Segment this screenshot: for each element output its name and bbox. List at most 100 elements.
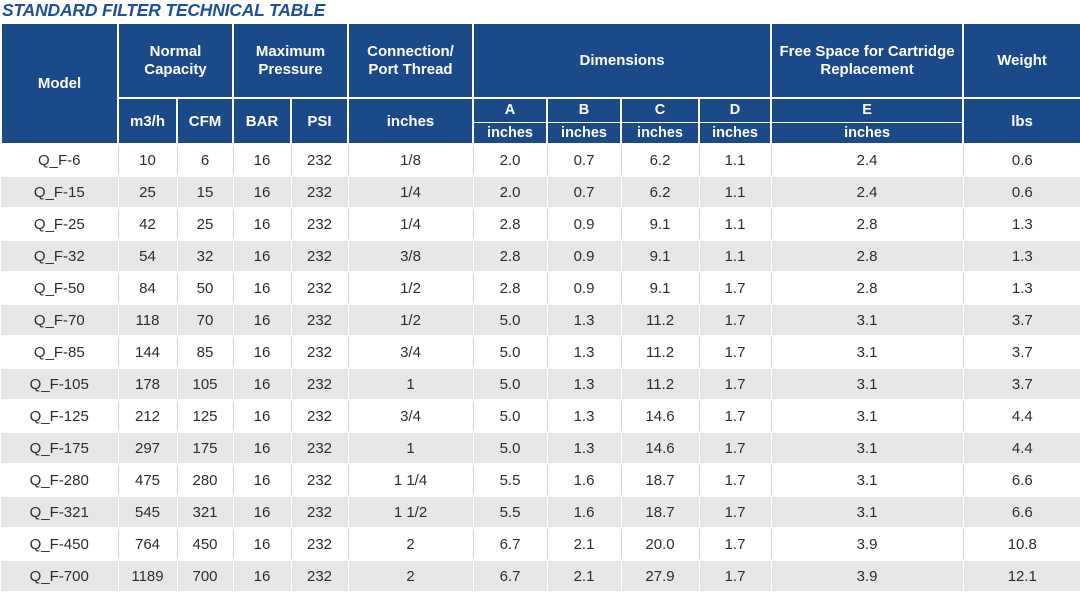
value-cell: 3.7 (963, 336, 1080, 369)
model-cell: Q_F-25 (1, 208, 119, 241)
value-cell: 475 (118, 464, 178, 497)
value-cell: 175 (177, 432, 234, 465)
subheader-bar: BAR (232, 97, 292, 145)
value-cell: 0.9 (547, 272, 622, 305)
value-cell: 5.0 (473, 304, 548, 337)
value-cell: 1 1/4 (348, 464, 474, 497)
value-cell: 5.0 (473, 336, 548, 369)
value-cell: 232 (291, 560, 349, 593)
table-row: Q_F-32 54 32 16 232 3/8 2.8 0.9 9.1 1.1 2.8 1.3 (1, 240, 1080, 273)
header-dimensions: Dimensions (472, 22, 773, 99)
value-cell: 0.7 (547, 176, 622, 209)
value-cell: 16 (233, 208, 292, 241)
value-cell: 16 (233, 176, 292, 209)
value-cell: 232 (291, 144, 349, 177)
value-cell: 85 (177, 336, 234, 369)
value-cell: 14.6 (621, 432, 700, 465)
subheader-m3h: m3/h (117, 97, 178, 145)
value-cell: 118 (118, 304, 178, 337)
value-cell: 2 (348, 560, 474, 593)
model-cell: Q_F-50 (1, 272, 119, 305)
value-cell: 12.1 (963, 560, 1080, 593)
value-cell: 3.9 (771, 560, 964, 593)
value-cell: 232 (291, 368, 349, 401)
value-cell: 1 (348, 368, 474, 401)
value-cell: 3/4 (348, 400, 474, 433)
value-cell: 27.9 (621, 560, 700, 593)
value-cell: 3.9 (771, 528, 964, 561)
value-cell: 2.8 (473, 208, 548, 241)
value-cell: 232 (291, 272, 349, 305)
value-cell: 16 (233, 432, 292, 465)
value-cell: 1/2 (348, 304, 474, 337)
table-row: Q_F-70 118 70 16 232 1/2 5.0 1.3 11.2 1.7 3.1 3.7 (1, 304, 1080, 337)
value-cell: 32 (177, 240, 234, 273)
value-cell: 10 (118, 144, 178, 177)
value-cell: 11.2 (621, 304, 700, 337)
value-cell: 232 (291, 176, 349, 209)
value-cell: 0.6 (963, 176, 1080, 209)
value-cell: 178 (118, 368, 178, 401)
table-row: Q_F-105 178 105 16 232 1 5.0 1.3 11.2 1.7 3.1 3.7 (1, 368, 1080, 401)
subheader-connection-inches: inches (347, 97, 475, 145)
value-cell: 16 (233, 528, 292, 561)
value-cell: 3/4 (348, 336, 474, 369)
value-cell: 6 (177, 144, 234, 177)
value-cell: 6.7 (473, 560, 548, 593)
subheader-d-inches: inches (698, 121, 773, 145)
value-cell: 1.3 (963, 208, 1080, 241)
table-row: Q_F-50 84 50 16 232 1/2 2.8 0.9 9.1 1.7 2.8 1.3 (1, 272, 1080, 305)
subheader-dim-b: B (546, 97, 623, 123)
value-cell: 232 (291, 336, 349, 369)
value-cell: 2.8 (771, 208, 964, 241)
value-cell: 10.8 (963, 528, 1080, 561)
value-cell: 5.0 (473, 368, 548, 401)
value-cell: 1.3 (963, 272, 1080, 305)
value-cell: 3.1 (771, 304, 964, 337)
model-cell: Q_F-125 (1, 400, 119, 433)
value-cell: 14.6 (621, 400, 700, 433)
value-cell: 1.1 (699, 208, 772, 241)
value-cell: 2.4 (771, 144, 964, 177)
subheader-lbs: lbs (962, 97, 1080, 145)
value-cell: 3.7 (963, 368, 1080, 401)
value-cell: 2.8 (473, 272, 548, 305)
value-cell: 545 (118, 496, 178, 529)
value-cell: 1.7 (699, 432, 772, 465)
value-cell: 2.0 (473, 144, 548, 177)
value-cell: 50 (177, 272, 234, 305)
value-cell: 1/2 (348, 272, 474, 305)
value-cell: 4.4 (963, 400, 1080, 433)
value-cell: 11.2 (621, 336, 700, 369)
value-cell: 1.3 (547, 304, 622, 337)
page-title: STANDARD FILTER TECHNICAL TABLE (2, 0, 326, 20)
value-cell: 125 (177, 400, 234, 433)
value-cell: 105 (177, 368, 234, 401)
value-cell: 3.7 (963, 304, 1080, 337)
value-cell: 1.7 (699, 464, 772, 497)
table-row: Q_F-6 10 6 16 232 1/8 2.0 0.7 6.2 1.1 2.4 0.6 (1, 144, 1080, 177)
standard-filter-technical-table: Model Normal Capacity Maximum Pressure C… (0, 22, 1080, 593)
table-row: Q_F-175 297 175 16 232 1 5.0 1.3 14.6 1.7 3.1 4.4 (1, 432, 1080, 465)
value-cell: 1.7 (699, 304, 772, 337)
value-cell: 15 (177, 176, 234, 209)
table-row: Q_F-125 212 125 16 232 3/4 5.0 1.3 14.6 1.7 3.1 4.4 (1, 400, 1080, 433)
value-cell: 5.0 (473, 432, 548, 465)
header-free-space: Free Space for Cartridge Replacement (770, 22, 965, 99)
value-cell: 1.7 (699, 560, 772, 593)
value-cell: 3.1 (771, 496, 964, 529)
value-cell: 16 (233, 464, 292, 497)
model-cell: Q_F-700 (1, 560, 119, 593)
value-cell: 1/4 (348, 176, 474, 209)
table-header: Model Normal Capacity Maximum Pressure C… (0, 22, 1080, 145)
value-cell: 16 (233, 368, 292, 401)
value-cell: 232 (291, 400, 349, 433)
value-cell: 2.8 (771, 240, 964, 273)
value-cell: 2.8 (473, 240, 548, 273)
header-connection-port-thread: Connection/ Port Thread (347, 22, 475, 99)
model-cell: Q_F-32 (1, 240, 119, 273)
header-normal-capacity: Normal Capacity (117, 22, 234, 99)
model-cell: Q_F-450 (1, 528, 119, 561)
model-cell: Q_F-85 (1, 336, 119, 369)
subheader-dim-e: E (770, 97, 965, 123)
